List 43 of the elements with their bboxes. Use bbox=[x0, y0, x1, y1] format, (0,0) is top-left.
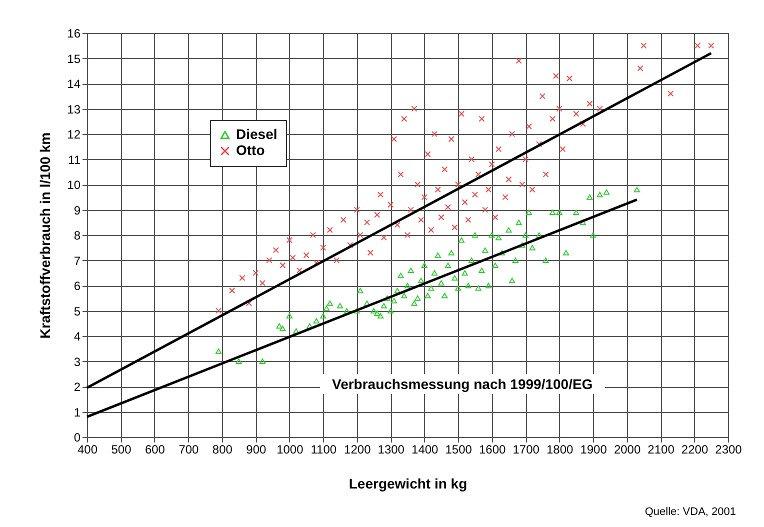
y-tick-label: 1 bbox=[74, 405, 81, 420]
x-tick-label: 2300 bbox=[715, 442, 742, 456]
y-tick-label: 7 bbox=[74, 254, 81, 268]
legend-label: Otto bbox=[236, 142, 265, 158]
y-tick-label: 12 bbox=[67, 128, 81, 142]
y-tick-label: 9 bbox=[74, 203, 81, 218]
x-tick-label: 1000 bbox=[276, 442, 304, 456]
x-tick-label: 2200 bbox=[681, 442, 708, 456]
y-axis-title: Kraftstoffverbrauch in l/100 km bbox=[37, 132, 54, 339]
x-tick-label: 500 bbox=[111, 442, 132, 456]
x-tick-label: 400 bbox=[77, 442, 98, 456]
annotation: Verbrauchsmessung nach 1999/100/EG bbox=[320, 374, 605, 394]
x-tick-label: 1100 bbox=[310, 442, 337, 456]
x-tick-label: 2000 bbox=[614, 442, 641, 456]
y-tick-label: 15 bbox=[67, 52, 81, 66]
x-tick-label: 1400 bbox=[412, 442, 439, 456]
y-tick-label: 16 bbox=[67, 26, 81, 40]
x-tick-label: 1600 bbox=[478, 442, 506, 456]
y-tick-label: 10 bbox=[67, 178, 81, 192]
y-tick-label: 3 bbox=[74, 354, 81, 369]
x-tick-label: 2100 bbox=[648, 442, 675, 456]
y-tick-label: 13 bbox=[67, 102, 81, 116]
x-axis-title: Leergewicht in kg bbox=[348, 476, 468, 492]
y-tick-label: 2 bbox=[74, 380, 81, 394]
y-tick-label: 0 bbox=[74, 430, 81, 444]
x-tick-label: 600 bbox=[144, 442, 166, 456]
legend-label: Diesel bbox=[236, 126, 278, 142]
x-tick-label: 1500 bbox=[445, 442, 472, 456]
x-tick-label: 1900 bbox=[580, 442, 608, 456]
y-tick-label: 4 bbox=[74, 330, 81, 344]
x-tick-label: 1800 bbox=[546, 442, 574, 456]
x-tick-label: 1700 bbox=[512, 442, 540, 456]
x-tick-label: 1200 bbox=[344, 442, 372, 456]
y-tick-label: 5 bbox=[74, 304, 81, 318]
y-tick-label: 6 bbox=[74, 279, 81, 293]
y-tick-label: 11 bbox=[68, 152, 81, 167]
x-tick-label: 800 bbox=[212, 442, 233, 456]
x-tick-label: 700 bbox=[178, 442, 200, 456]
y-tick-label: 14 bbox=[67, 77, 81, 91]
source-note: Quelle: VDA, 2001 bbox=[644, 506, 736, 518]
x-tick-label: 900 bbox=[246, 442, 267, 456]
y-tick-label: 8 bbox=[74, 228, 81, 242]
x-tick-label: 1300 bbox=[378, 442, 405, 456]
